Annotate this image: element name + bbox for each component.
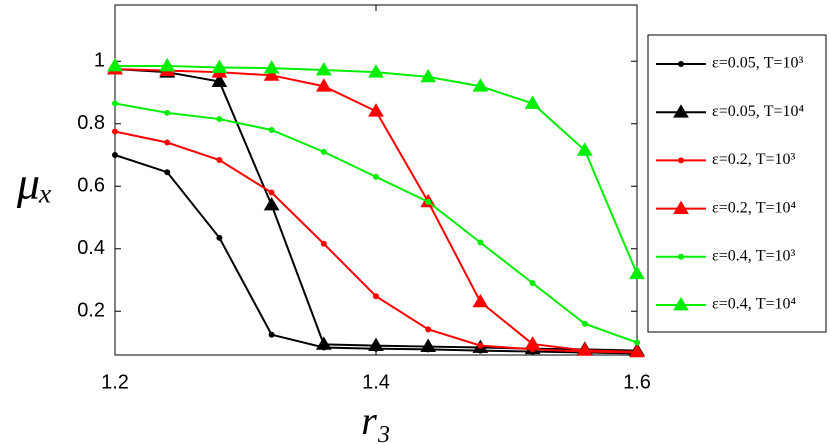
legend-label: ε=0.2, T=10³ (712, 151, 796, 168)
legend-label: ε=0.4, T=10³ (712, 247, 796, 264)
marker (472, 78, 489, 92)
marker (159, 57, 176, 72)
series-line (114, 102, 638, 344)
marker (673, 200, 689, 214)
marker (477, 239, 484, 246)
marker (678, 61, 684, 67)
marker (263, 60, 280, 74)
x-tick-label: 1.6 (623, 371, 651, 393)
y-tick-label: 0.6 (77, 175, 105, 197)
marker (368, 337, 384, 352)
marker (216, 234, 223, 241)
marker (107, 57, 123, 72)
marker (373, 173, 379, 180)
marker (673, 104, 689, 118)
marker (164, 139, 171, 146)
marker (216, 157, 223, 163)
marker (368, 64, 384, 78)
y-tick-label: 0.4 (77, 237, 105, 259)
marker (373, 293, 379, 300)
marker (529, 280, 536, 287)
marker (211, 73, 228, 87)
marker (315, 78, 332, 92)
marker (268, 331, 275, 338)
marker (629, 343, 645, 358)
marker (524, 336, 541, 350)
marker (112, 100, 118, 107)
marker (678, 157, 684, 164)
marker (477, 342, 484, 349)
marker (581, 320, 588, 327)
legend-label: ε=0.05, T=10³ (712, 55, 804, 72)
marker (263, 197, 280, 211)
marker (576, 342, 593, 356)
marker (425, 198, 432, 205)
marker (164, 169, 171, 176)
marker (629, 265, 645, 280)
marker (112, 152, 118, 158)
marker (164, 109, 171, 116)
marker (576, 142, 593, 156)
marker (634, 339, 640, 346)
marker (524, 95, 541, 109)
legend-box (647, 34, 827, 333)
marker (268, 127, 275, 133)
legend-label: ε=0.05, T=10⁴ (712, 103, 805, 120)
marker (268, 189, 275, 196)
marker (320, 148, 327, 155)
marker (216, 116, 223, 123)
series-line (114, 154, 638, 355)
marker (263, 67, 280, 81)
marker (678, 253, 684, 260)
marker (425, 326, 432, 333)
x-tick-label: 1.2 (101, 371, 129, 393)
marker (673, 297, 689, 311)
y-tick-label: 0.8 (77, 112, 105, 134)
y-tick-label: 0.2 (77, 300, 105, 322)
marker (315, 62, 332, 76)
x-tick-label: 1.4 (362, 371, 390, 393)
x-axis-label: r₃ (361, 398, 390, 443)
marker (315, 336, 332, 350)
marker (420, 338, 437, 352)
y-axis-label: μₓ (16, 158, 53, 209)
marker (211, 59, 228, 73)
marker (112, 128, 118, 135)
y-tick-label: 1 (94, 50, 105, 72)
marker (368, 103, 384, 117)
series-line (115, 64, 638, 275)
series-line (114, 130, 638, 354)
legend-label: ε=0.4, T=10⁴ (712, 296, 797, 313)
marker (420, 68, 437, 83)
marker (472, 293, 489, 308)
marker (320, 240, 327, 247)
legend-label: ε=0.2, T=10⁴ (712, 199, 797, 216)
